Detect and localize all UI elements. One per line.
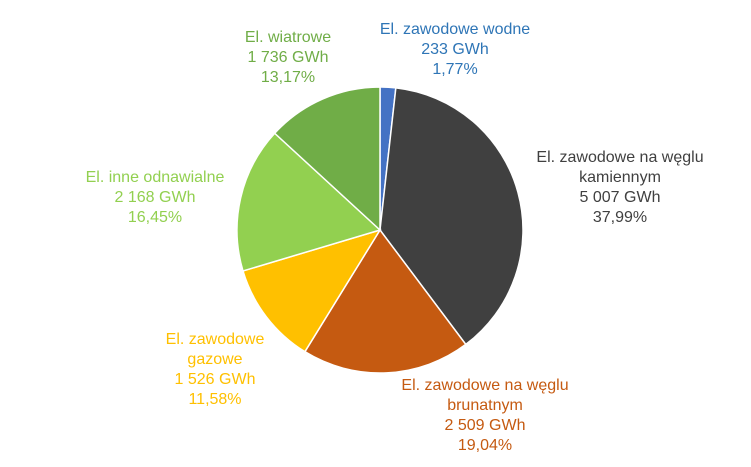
label-lignite-name-1: El. zawodowe na węglu: [401, 377, 569, 394]
pie-slices: [236, 86, 524, 374]
label-gas-name-2: gazowe: [187, 351, 243, 368]
label-lignite-name-2: brunatnym: [447, 397, 523, 414]
pie-slice-gas: [242, 228, 382, 353]
label-lignite-percent: 19,04%: [457, 437, 513, 454]
pie-slice-lignite: [303, 228, 467, 374]
label-other-renewable-value: 2 168 GWh: [114, 189, 196, 206]
label-lignite: El. zawodowe na węglu brunatnym 2 509 GW…: [385, 376, 585, 456]
label-hydro: El. zawodowe wodne 233 GWh 1,77%: [375, 20, 535, 80]
label-wind-name: El. wiatrowe: [244, 29, 332, 46]
label-hydro-value: 233 GWh: [421, 41, 489, 58]
label-wind-percent: 13,17%: [260, 69, 316, 86]
pie-slice-hard-coal: [379, 87, 524, 346]
label-hard-coal-name-2: kamiennym: [579, 169, 661, 186]
label-hydro-name: El. zawodowe wodne: [379, 21, 531, 38]
label-gas-value: 1 526 GWh: [174, 371, 256, 388]
pie-slice-wind: [273, 86, 381, 232]
label-gas-percent: 11,58%: [188, 391, 242, 408]
label-gas-name-1: El. zawodowe: [165, 331, 265, 348]
label-hydro-percent: 1,77%: [432, 61, 478, 78]
pie-slice-other-renewable: [236, 132, 382, 272]
label-other-renewable: El. inne odnawialne 2 168 GWh 16,45%: [70, 168, 240, 228]
label-other-renewable-name: El. inne odnawialne: [85, 169, 225, 186]
label-hard-coal-name-1: El. zawodowe na węglu: [536, 149, 704, 166]
label-wind: El. wiatrowe 1 736 GWh 13,17%: [223, 28, 353, 88]
label-wind-value: 1 736 GWh: [247, 49, 329, 66]
label-lignite-value: 2 509 GWh: [444, 417, 526, 434]
label-other-renewable-percent: 16,45%: [127, 209, 183, 226]
label-hard-coal-percent: 37,99%: [592, 209, 648, 226]
label-hard-coal-value: 5 007 GWh: [579, 189, 661, 206]
label-hard-coal: El. zawodowe na węglu kamiennym 5 007 GW…: [520, 148, 720, 228]
label-gas: El. zawodowe gazowe 1 526 GWh 11,58%: [140, 330, 290, 410]
